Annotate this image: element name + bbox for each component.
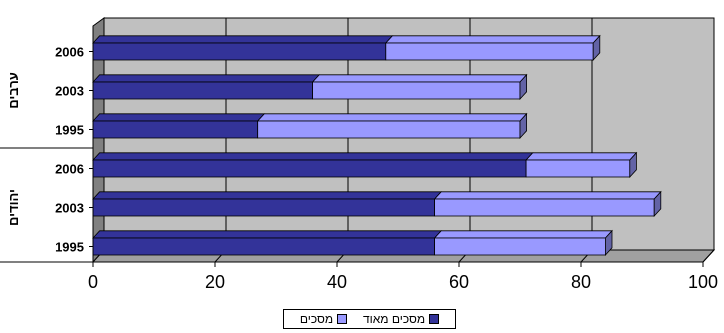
bar-end-r2	[519, 112, 527, 140]
bar-2006-r3-s1-top	[525, 152, 638, 161]
bar-2006-r0-s1	[385, 42, 594, 61]
bar-1995-r5-s0-top	[92, 230, 443, 239]
bar-1995-r2-s0-top	[92, 113, 266, 122]
bar-2003-r4-s1-top	[433, 191, 662, 200]
bar-1995-r2-s1-top	[256, 113, 528, 122]
bar-1995-r2-s0	[92, 120, 259, 139]
bar-2003-r4-s1	[434, 198, 655, 217]
bar-2006-r3-s0	[92, 159, 527, 178]
x-tick-label-80: 80	[571, 272, 591, 292]
legend-swatch-very-agree	[429, 314, 440, 324]
x-tick-label-20: 20	[205, 272, 225, 292]
bar-2006-r3-s1	[525, 159, 631, 178]
bar-1995-r5-s1	[434, 237, 606, 256]
floor-line-100	[702, 249, 715, 263]
bar-end-r4	[653, 190, 662, 218]
bar-end-r0	[592, 34, 601, 62]
legend: מסכים מאוד מסכים	[283, 309, 456, 329]
legend-label-very-agree: מסכים מאוד	[362, 312, 426, 326]
bar-2003-r1-s1	[312, 81, 521, 100]
bar-2006-r0-s0	[92, 42, 387, 61]
bar-end-r3	[629, 151, 637, 179]
bar-2003-r1-s0	[92, 81, 314, 100]
y-tick-label-r3: 2006	[55, 162, 84, 177]
x-tick-label-60: 60	[449, 272, 469, 292]
bar-2003-r1-s1-top	[311, 74, 528, 83]
bar-2003-r4-s0-top	[92, 191, 443, 200]
x-tick-label-40: 40	[327, 272, 347, 292]
bar-1995-r5-s1-top	[433, 230, 613, 239]
bar-end-r5	[605, 229, 613, 257]
x-tick-label-100: 100	[688, 272, 718, 292]
legend-swatch-agree	[337, 314, 348, 324]
bar-2006-r0-s1-top	[384, 35, 601, 44]
legend-label-agree: מסכים	[299, 312, 334, 326]
legend-item-very-agree: מסכים מאוד	[362, 312, 440, 326]
bar-2006-r0-s0-top	[92, 35, 394, 44]
group-label-1: יהודים	[6, 189, 21, 226]
bar-1995-r5-s0	[92, 237, 436, 256]
bar-2003-r1-s0-top	[92, 74, 321, 83]
bar-2003-r4-s0	[92, 198, 436, 217]
y-tick-label-r2: 1995	[55, 123, 84, 138]
x-tick-label-0: 0	[88, 272, 98, 292]
y-tick-label-r1: 2003	[55, 84, 84, 99]
bar-2006-r3-s0-top	[92, 152, 534, 161]
y-tick-label-r5: 1995	[55, 240, 84, 255]
axes: 0 20 40 60 80 100 2006 2003 1995 2006 2003 1995 ערבי…	[0, 26, 718, 292]
bars	[92, 34, 662, 257]
bar-1995-r2-s1	[257, 120, 521, 139]
bar-end-r1	[519, 73, 527, 101]
y-tick-label-r0: 2006	[55, 45, 84, 60]
y-tick-label-r4: 2003	[55, 201, 84, 216]
group-label-0: ערבים	[6, 72, 21, 109]
legend-item-agree: מסכים	[299, 312, 348, 326]
